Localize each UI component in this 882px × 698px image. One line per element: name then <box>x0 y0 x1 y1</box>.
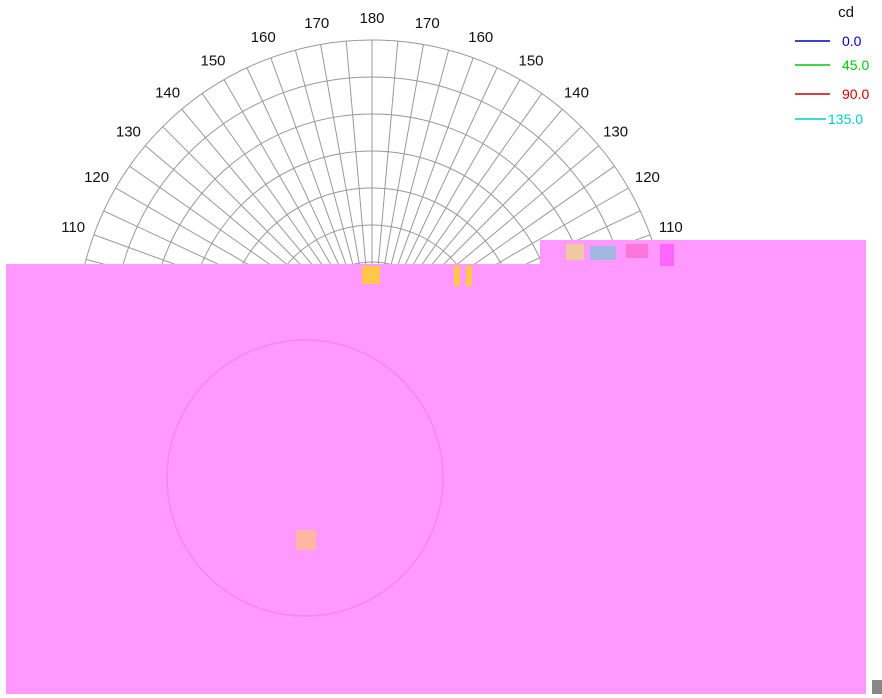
tick-label-left-110: 110 <box>61 219 85 236</box>
overlay-artifact-3 <box>590 246 616 260</box>
overlay-faint-circle <box>166 339 444 617</box>
legend-label-0: 0.0 <box>842 33 862 49</box>
tick-label-left-120: 120 <box>84 169 109 186</box>
angle-tick-labels: 110 120 130 140 150 160 170 180 170 160 150 140 130 1… <box>61 10 683 236</box>
magenta-overlay <box>6 240 882 694</box>
tick-label-right-120: 120 <box>635 169 660 186</box>
grid-spoke <box>246 67 357 303</box>
grid-spoke <box>270 57 360 302</box>
grid-spoke <box>345 41 370 300</box>
grid-spoke <box>374 41 399 300</box>
overlay-block <box>6 264 866 694</box>
tick-label-left-150: 150 <box>200 53 225 70</box>
tick-label-right-110: 110 <box>659 219 683 236</box>
grid-spoke <box>384 57 474 302</box>
tick-label-left-130: 130 <box>116 124 141 141</box>
grid-spoke <box>320 44 367 300</box>
overlay-artifact-8 <box>296 530 316 550</box>
overlay-strip <box>540 240 866 266</box>
tick-label-right-160: 160 <box>468 29 493 46</box>
tick-label-right-170: 170 <box>415 15 440 32</box>
tick-label-right-140: 140 <box>564 84 589 101</box>
legend-label-135: 135.0 <box>828 111 863 127</box>
legend: 0.0 45.0 90.0 135.0 <box>795 33 869 127</box>
overlay-artifact-2 <box>566 244 584 260</box>
grid-spoke <box>381 49 450 301</box>
overlay-artifact-5 <box>362 266 380 284</box>
overlay-corner-mark <box>872 680 882 694</box>
tick-label-left-160: 160 <box>251 29 276 46</box>
overlay-artifact-4 <box>626 244 648 258</box>
grid-spoke <box>294 49 363 301</box>
unit-label: cd <box>838 4 854 21</box>
legend-label-90: 90.0 <box>842 86 869 102</box>
overlay-artifact-1 <box>660 244 674 266</box>
overlay-artifact-7 <box>466 266 472 286</box>
grid-spoke <box>377 44 424 300</box>
tick-label-right-150: 150 <box>518 53 543 70</box>
tick-label-top-180: 180 <box>359 10 384 27</box>
legend-label-45: 45.0 <box>842 57 869 73</box>
tick-label-left-170: 170 <box>304 15 329 32</box>
tick-label-right-130: 130 <box>603 124 628 141</box>
tick-label-left-140: 140 <box>155 84 180 101</box>
grid-spoke <box>387 67 498 303</box>
overlay-artifact-6 <box>454 266 460 286</box>
